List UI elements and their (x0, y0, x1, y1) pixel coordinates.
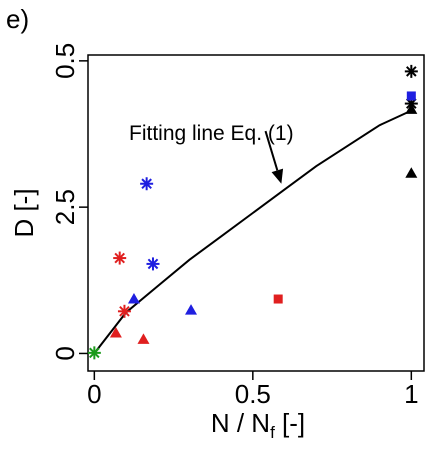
data-point-square (273, 294, 283, 304)
x-axis-title-subscript: f (270, 423, 275, 442)
data-point-triangle (109, 326, 122, 338)
data-point-asterisk (404, 64, 418, 78)
y-axis: 0 2.5 0.5 (50, 43, 88, 361)
x-tick-label: 0.5 (235, 379, 271, 409)
data-point-triangle (127, 293, 140, 304)
data-points (87, 64, 418, 360)
annotation-arrow (264, 130, 279, 171)
y-tick-label: 0 (50, 346, 80, 360)
x-axis-title-suffix: [-] (275, 408, 305, 438)
annotation-arrowhead (271, 168, 284, 184)
x-tick-label: 1 (404, 379, 418, 409)
panel-label: e) (6, 4, 29, 34)
data-point-asterisk (146, 257, 160, 271)
y-tick-label: 0.5 (50, 43, 80, 79)
data-point-triangle (405, 167, 418, 178)
annotation-label: Fitting line Eq. (1) (129, 122, 294, 145)
x-axis-title: N / Nf [-] (211, 408, 305, 442)
data-point-triangle (405, 103, 418, 114)
x-axis-title-main: N / N (211, 408, 270, 438)
data-point-triangle (137, 333, 150, 344)
fit-line (93, 109, 412, 355)
plot-frame (87, 54, 425, 372)
data-point-asterisk (140, 177, 154, 191)
data-point-square (406, 91, 416, 101)
data-point-triangle (185, 304, 198, 315)
data-point-asterisk (113, 251, 127, 265)
data-point-asterisk (87, 346, 101, 360)
y-axis-title: D [-] (9, 188, 39, 237)
y-tick-label: 2.5 (50, 189, 80, 225)
data-point-asterisk (117, 304, 131, 318)
x-tick-label: 0 (87, 379, 101, 409)
x-axis: 0 0.5 1 (87, 371, 419, 409)
